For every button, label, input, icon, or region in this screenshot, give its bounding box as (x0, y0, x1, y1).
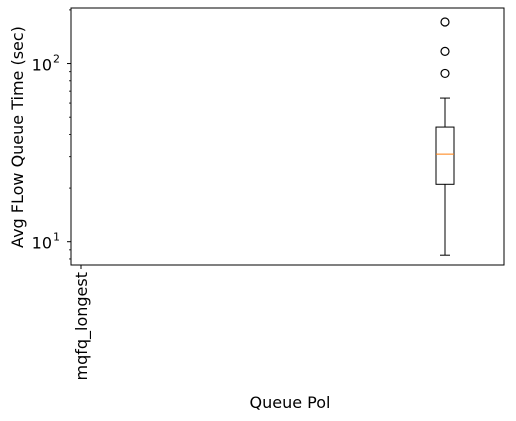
y-tick-label-exponent: 2 (53, 53, 60, 66)
y-tick-label: 10 (32, 56, 52, 75)
outlier-point (440, 17, 450, 27)
y-tick-label: 10 (32, 234, 52, 253)
x-tick-label: mqfq_longest (72, 272, 92, 381)
outlier-point (440, 46, 450, 56)
x-axis: mqfq_longest (72, 265, 92, 381)
box-iqr (435, 126, 455, 185)
box-group (435, 17, 455, 256)
axes-frame (70, 7, 505, 266)
x-axis-label: Queue Pol (250, 393, 331, 412)
outlier-point (440, 68, 450, 79)
y-tick-label-exponent: 1 (53, 231, 60, 244)
y-axis-label: Avg FLow Queue Time (sec) (8, 26, 27, 248)
plot-area (435, 17, 455, 256)
